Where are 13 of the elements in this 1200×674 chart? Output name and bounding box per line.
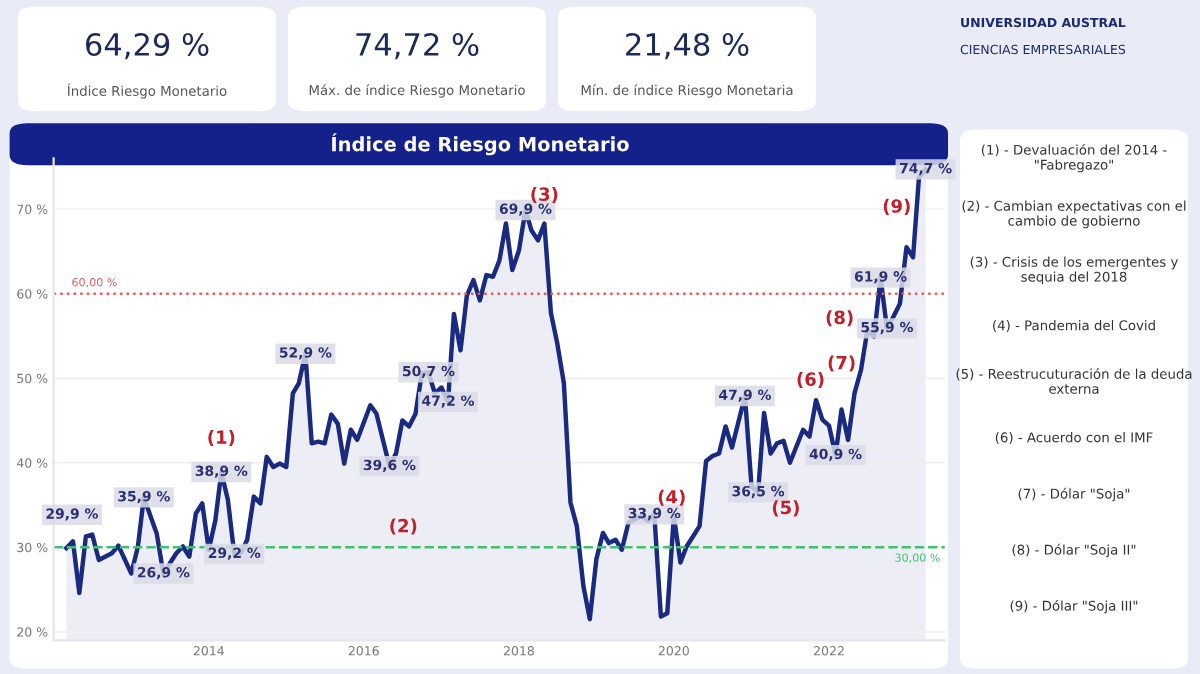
annotation: (2) [390, 518, 417, 535]
text: 21,48 % [626, 32, 749, 60]
annotation: (4) [658, 489, 685, 506]
annotation: (7) [828, 355, 855, 372]
annotation: (8) [826, 310, 853, 327]
annotation: (6) [797, 372, 824, 389]
chart-title: Índice de Riesgo Monetario [332, 133, 629, 156]
annotation: (9) [883, 198, 910, 215]
annotation: (5) [772, 500, 799, 517]
annotation: (1) [208, 430, 235, 447]
annotation: (3) [531, 186, 558, 204]
text: 64,29 % [86, 32, 209, 60]
text: 74,72 % [356, 32, 479, 60]
